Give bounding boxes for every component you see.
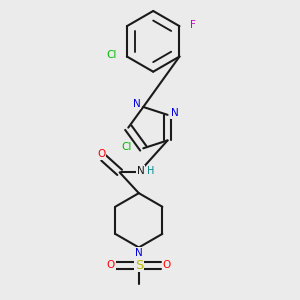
- Text: O: O: [106, 260, 115, 270]
- Text: N: N: [171, 108, 178, 118]
- Text: F: F: [190, 20, 196, 30]
- Text: H: H: [147, 166, 155, 176]
- Text: Cl: Cl: [106, 50, 117, 60]
- Text: S: S: [135, 259, 143, 272]
- Text: N: N: [133, 99, 141, 109]
- Text: Cl: Cl: [122, 142, 132, 152]
- Text: N: N: [137, 166, 145, 176]
- Text: O: O: [97, 149, 105, 159]
- Text: O: O: [163, 260, 171, 270]
- Text: N: N: [135, 248, 143, 258]
